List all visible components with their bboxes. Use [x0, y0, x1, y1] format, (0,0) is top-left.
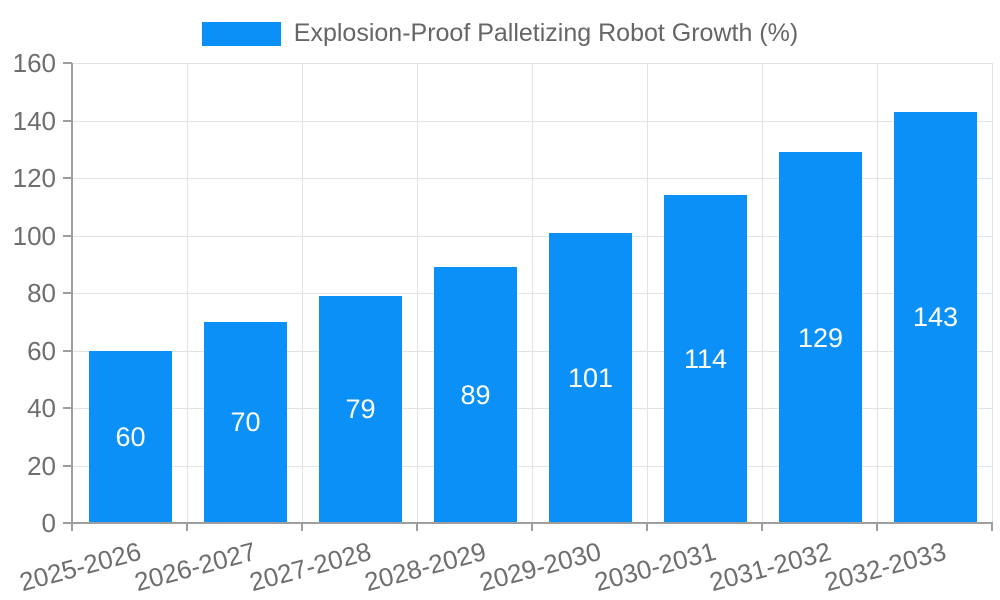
y-axis-line	[71, 63, 73, 523]
x-axis-tick	[991, 523, 993, 531]
h-gridline	[73, 465, 993, 467]
h-gridline	[73, 293, 993, 294]
y-axis-tick	[63, 349, 72, 352]
x-tick-label: 2028-2029	[361, 536, 490, 598]
x-tick-label: 2032-2033	[821, 536, 950, 598]
x-axis-tick	[186, 523, 188, 531]
h-gridline	[73, 120, 993, 122]
y-axis-tick	[63, 234, 72, 237]
h-gridline	[73, 63, 993, 64]
x-axis-tick	[71, 523, 73, 531]
chart-legend: Explosion-Proof Palletizing Robot Growth…	[0, 19, 1000, 48]
y-tick-label: 160	[12, 48, 56, 78]
v-gridline	[302, 63, 303, 523]
y-tick-label: 80	[27, 278, 56, 308]
bar-value-label: 129	[797, 322, 844, 353]
h-gridline	[73, 408, 993, 409]
plot-area: 60 70 79 89 101 114 129 143	[73, 63, 993, 523]
x-axis-tick	[876, 523, 878, 531]
bar-value-label: 79	[345, 394, 376, 425]
v-gridline	[877, 63, 878, 523]
x-tick-label: 2026-2027	[131, 536, 260, 598]
bar-2027-2028: 79	[319, 295, 402, 523]
h-gridline	[73, 350, 993, 352]
y-axis-tick	[63, 292, 72, 294]
x-axis-tick	[761, 523, 763, 531]
y-axis-tick	[63, 62, 72, 64]
v-gridline	[417, 63, 418, 523]
x-axis-tick	[416, 523, 418, 531]
v-gridline	[532, 63, 533, 523]
h-gridline	[73, 178, 993, 179]
bar-value-label: 143	[912, 302, 959, 333]
bar-2030-2031: 114	[664, 195, 747, 523]
bar-2032-2033: 143	[894, 111, 977, 523]
y-tick-label: 120	[12, 163, 56, 193]
y-axis-tick	[63, 177, 72, 179]
v-gridline	[992, 63, 993, 523]
legend-label: Explosion-Proof Palletizing Robot Growth…	[293, 19, 799, 47]
x-tick-label: 2031-2032	[706, 536, 835, 598]
v-gridline	[187, 63, 188, 523]
x-tick-label: 2027-2028	[246, 536, 375, 598]
h-gridline	[73, 235, 993, 237]
bar-value-label: 114	[683, 344, 728, 375]
bar-2029-2030: 101	[549, 232, 632, 523]
y-tick-label: 40	[27, 393, 56, 423]
y-tick-label: 0	[41, 508, 56, 538]
y-axis-tick	[63, 464, 72, 467]
bar-2025-2026: 60	[89, 350, 172, 523]
bar-value-label: 70	[230, 407, 261, 438]
v-gridline	[647, 63, 648, 523]
bar-2028-2029: 89	[434, 267, 517, 523]
bar-value-label: 89	[460, 380, 491, 411]
x-tick-label: 2025-2026	[16, 536, 145, 598]
y-axis-tick	[63, 522, 72, 524]
x-axis-tick	[531, 523, 533, 531]
y-tick-label: 100	[12, 220, 56, 251]
x-tick-label: 2030-2031	[591, 536, 720, 598]
bar-value-label: 101	[567, 362, 614, 393]
legend-swatch-icon	[201, 21, 281, 46]
bar-2026-2027: 70	[204, 321, 287, 523]
y-axis-tick	[63, 407, 72, 409]
v-gridline	[762, 63, 763, 523]
x-axis-tick	[646, 523, 648, 531]
x-tick-label: 2029-2030	[476, 536, 605, 598]
x-axis-tick	[301, 523, 303, 531]
y-tick-label: 60	[27, 335, 56, 366]
y-tick-label: 20	[27, 450, 56, 481]
bar-2031-2032: 129	[779, 152, 862, 523]
bar-value-label: 60	[115, 421, 146, 452]
y-axis-tick	[63, 119, 72, 122]
y-tick-label: 140	[12, 105, 56, 136]
